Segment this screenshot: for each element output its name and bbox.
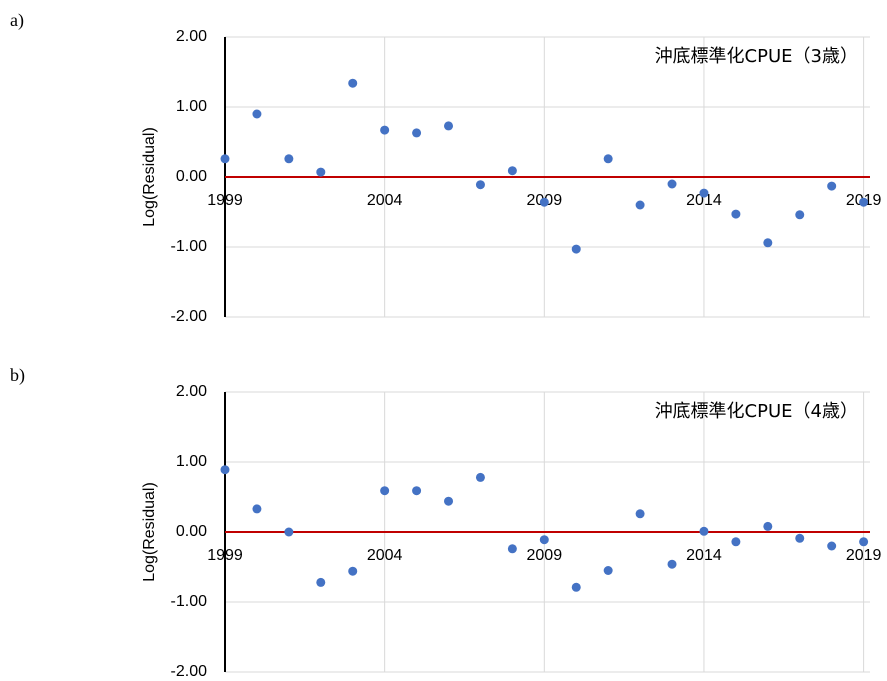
data-point [667, 179, 677, 189]
data-point [859, 197, 869, 207]
data-point [507, 544, 517, 554]
data-point [284, 154, 294, 164]
y-tick-label: 1.00 [176, 453, 207, 470]
x-tick-label: 2014 [686, 192, 722, 209]
y-tick-label: -1.00 [171, 238, 208, 255]
data-point [380, 486, 390, 496]
x-tick-label: 2014 [686, 547, 722, 564]
data-point [795, 533, 805, 543]
annotation: 沖底標準化CPUE（3歳） [655, 46, 858, 67]
data-point [539, 197, 549, 207]
data-point [316, 577, 326, 587]
data-point [827, 541, 837, 551]
data-point [252, 109, 262, 119]
data-point [252, 504, 262, 514]
data-point [444, 496, 454, 506]
y-axis-label: Log(Residual) [141, 482, 158, 582]
data-point [731, 209, 741, 219]
data-point [412, 128, 422, 138]
y-tick-label: 2.00 [176, 383, 207, 400]
y-tick-label: 2.00 [176, 28, 207, 45]
data-point [444, 121, 454, 131]
data-point [731, 537, 741, 547]
data-point [699, 188, 709, 198]
y-tick-label: -2.00 [171, 308, 208, 325]
data-point [635, 509, 645, 519]
data-point [571, 244, 581, 254]
y-tick-label: 0.00 [176, 168, 207, 185]
data-point [763, 238, 773, 248]
data-point [475, 472, 485, 482]
panel-label: a) [10, 10, 24, 31]
x-tick-label: 2004 [367, 192, 403, 209]
y-tick-label: 0.00 [176, 523, 207, 540]
data-point [795, 210, 805, 220]
data-point [603, 154, 613, 164]
y-tick-label: -2.00 [171, 663, 208, 680]
x-tick-label: 2009 [527, 547, 563, 564]
data-point [699, 526, 709, 536]
chart: a)2.001.000.00-1.00-2.001999200420092014… [10, 10, 882, 325]
data-point [635, 200, 645, 210]
data-point [603, 566, 613, 575]
panel-label: b) [10, 365, 25, 386]
y-axis-label: Log(Residual) [141, 127, 158, 227]
data-point [348, 566, 358, 576]
data-point [859, 537, 869, 547]
y-tick-label: -1.00 [171, 593, 208, 610]
data-point [316, 167, 326, 177]
data-point [571, 582, 581, 592]
data-point [475, 180, 485, 190]
data-point [220, 465, 230, 475]
data-point [412, 486, 422, 496]
data-point [763, 521, 773, 531]
x-tick-label: 2004 [367, 547, 403, 564]
data-point [507, 166, 517, 176]
data-point [827, 181, 837, 191]
data-point [284, 527, 294, 537]
data-point [667, 559, 677, 569]
data-point [380, 125, 390, 135]
data-point [220, 154, 230, 164]
annotation: 沖底標準化CPUE（4歳） [655, 401, 858, 422]
x-tick-label: 2019 [846, 547, 882, 564]
data-point [348, 78, 358, 88]
y-tick-label: 1.00 [176, 98, 207, 115]
data-point [539, 535, 549, 545]
